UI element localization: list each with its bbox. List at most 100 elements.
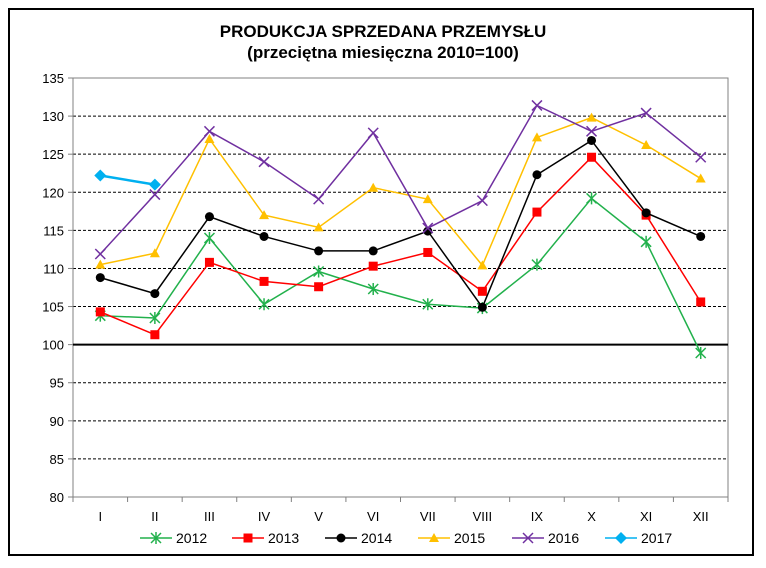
data-point-2014 (532, 170, 542, 180)
marker-triangle (149, 248, 160, 258)
legend-item-2017: 2017 (605, 530, 672, 546)
series-line-2017 (100, 174, 156, 186)
marker-triangle (429, 533, 439, 542)
data-point-2015 (531, 132, 542, 142)
x-tick-label: IV (258, 509, 271, 524)
data-point-2015 (695, 173, 706, 183)
y-tick-label: 105 (42, 300, 64, 315)
series-line-2013 (100, 156, 702, 336)
marker-triangle (477, 260, 488, 270)
legend-swatch-marker (522, 532, 534, 544)
series-line-2015 (100, 116, 702, 267)
data-point-2015 (313, 222, 324, 232)
data-point-2016 (422, 222, 434, 234)
y-tick-label: 80 (50, 490, 64, 505)
marker-triangle (586, 112, 597, 122)
marker-triangle (422, 194, 433, 204)
y-tick-label: 130 (42, 109, 64, 124)
chart-subtitle: (przeciętna miesięczna 2010=100) (247, 43, 519, 62)
chart-title: PRODUKCJA SPRZEDANA PRZEMYSŁU (219, 22, 547, 41)
legend-label: 2015 (454, 530, 485, 546)
y-tick-label: 95 (50, 376, 64, 391)
series-line-2014 (100, 139, 702, 309)
x-tick-label: VI (367, 509, 379, 524)
marker-x-stroke (476, 195, 488, 207)
marker-circle (641, 208, 651, 218)
legend-item-2015: 2015 (418, 530, 485, 546)
data-point-2015 (422, 194, 433, 204)
marker-triangle (641, 140, 652, 150)
chart-frame (8, 8, 754, 556)
y-tick-label: 90 (50, 414, 64, 429)
legend-swatch-marker (615, 532, 627, 544)
data-point-2015 (95, 259, 106, 269)
marker-diamond (148, 178, 161, 191)
series-line-2012 (100, 197, 702, 354)
legend-item-2016: 2016 (512, 530, 579, 546)
data-point-2014 (696, 231, 706, 241)
series-line-2016 (99, 104, 702, 255)
marker-circle (336, 533, 346, 543)
x-tick-label: VII (420, 509, 436, 524)
marker-circle (204, 212, 214, 222)
y-tick-label: 100 (42, 338, 64, 353)
marker-triangle (259, 210, 270, 220)
marker-x-stroke (586, 125, 598, 137)
marker-circle (587, 135, 597, 145)
marker-circle (259, 231, 269, 241)
data-point-2014 (314, 246, 324, 256)
data-point-2016 (640, 107, 652, 119)
y-tick-label: 110 (43, 261, 64, 276)
marker-x-stroke (258, 156, 270, 168)
marker-x-stroke (367, 127, 379, 139)
marker-x-stroke (422, 222, 434, 234)
marker-diamond (94, 169, 107, 182)
data-point-2014 (587, 135, 597, 145)
marker-square (532, 207, 542, 217)
marker-circle (696, 231, 706, 241)
marker-square (368, 261, 378, 271)
data-point-2014 (423, 226, 433, 236)
data-point-2013 (150, 330, 160, 340)
marker-triangle (695, 173, 706, 183)
data-point-2014 (95, 273, 105, 283)
legend-label: 2014 (361, 530, 392, 546)
series-2012 (94, 192, 707, 360)
legend-item-2012: 2012 (140, 530, 207, 546)
marker-x-stroke (640, 107, 652, 119)
data-point-2013 (532, 207, 542, 217)
data-point-2016 (531, 99, 543, 111)
marker-square (259, 276, 269, 286)
marker-circle (423, 226, 433, 236)
y-tick-label: 135 (42, 71, 64, 86)
x-tick-label: XII (693, 509, 709, 524)
y-tick-label: 125 (42, 147, 64, 162)
data-point-2012 (422, 298, 434, 311)
marker-square (314, 282, 324, 292)
marker-circle (368, 246, 378, 256)
data-point-2015 (259, 210, 270, 220)
data-point-2017 (148, 178, 161, 191)
series-2015 (95, 112, 706, 270)
data-point-2012 (531, 258, 543, 271)
marker-square (243, 533, 253, 543)
data-point-2015 (586, 112, 597, 122)
marker-triangle (313, 222, 324, 232)
data-point-2012 (367, 283, 379, 296)
data-point-2016 (258, 156, 270, 168)
data-point-2014 (641, 208, 651, 218)
data-point-2012 (586, 192, 598, 205)
x-tick-label: II (151, 509, 158, 524)
marker-triangle (531, 132, 542, 142)
data-point-2016 (313, 193, 325, 205)
legend-item-2013: 2013 (232, 530, 299, 546)
marker-x-stroke (531, 99, 543, 111)
data-point-2014 (368, 246, 378, 256)
marker-x-stroke (313, 193, 325, 205)
marker-circle (95, 273, 105, 283)
legend-swatch-marker (150, 532, 162, 544)
data-point-2013 (696, 297, 706, 307)
data-point-2013 (477, 286, 487, 296)
data-point-2017 (94, 169, 107, 182)
data-point-2016 (203, 125, 215, 137)
